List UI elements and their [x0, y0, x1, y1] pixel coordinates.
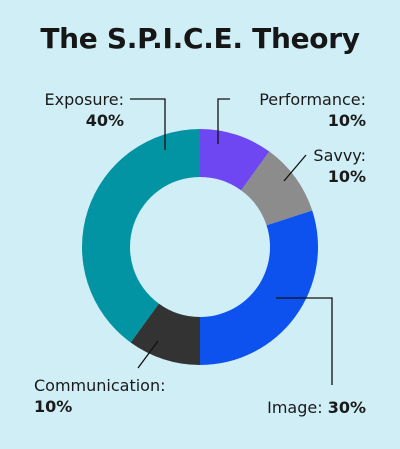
- label-savvy-value: 10%: [327, 167, 366, 186]
- label-communication-name: Communication: [34, 376, 161, 395]
- label-savvy: Savvy: 10%: [313, 145, 366, 187]
- slice-savvy: [241, 151, 313, 226]
- label-savvy-name: Savvy: [313, 146, 361, 165]
- slice-performance: [200, 129, 270, 191]
- label-communication-value: 10%: [34, 397, 73, 416]
- slice-image: [200, 210, 318, 365]
- leader-performance: [217, 98, 230, 144]
- label-exposure-value: 40%: [85, 111, 124, 130]
- label-performance: Performance: 10%: [259, 89, 366, 131]
- label-performance-colon: :: [360, 90, 366, 109]
- label-exposure: Exposure: 40%: [45, 89, 124, 131]
- chart-title: The S.P.I.C.E. Theory: [40, 22, 360, 55]
- label-image-name: Image: [267, 398, 318, 417]
- leader-exposure: [130, 98, 166, 150]
- label-image: Image: 30%: [267, 397, 366, 418]
- slice-exposure: [82, 129, 200, 343]
- label-image-value: 30%: [327, 398, 366, 417]
- label-performance-value: 10%: [327, 111, 366, 130]
- label-exposure-name: Exposure: [44, 90, 119, 109]
- label-exposure-colon: :: [118, 90, 124, 109]
- label-communication-colon: :: [160, 376, 166, 395]
- leader-lines: [130, 98, 333, 385]
- slice-communication: [130, 303, 200, 365]
- label-image-colon: :: [317, 398, 323, 417]
- label-performance-name: Performance: [259, 90, 361, 109]
- donut-slices: [82, 129, 318, 365]
- leader-savvy: [283, 154, 307, 182]
- leader-communication: [137, 340, 159, 369]
- label-communication: Communication: 10%: [34, 375, 166, 417]
- leader-image: [276, 297, 333, 385]
- label-savvy-colon: :: [360, 146, 366, 165]
